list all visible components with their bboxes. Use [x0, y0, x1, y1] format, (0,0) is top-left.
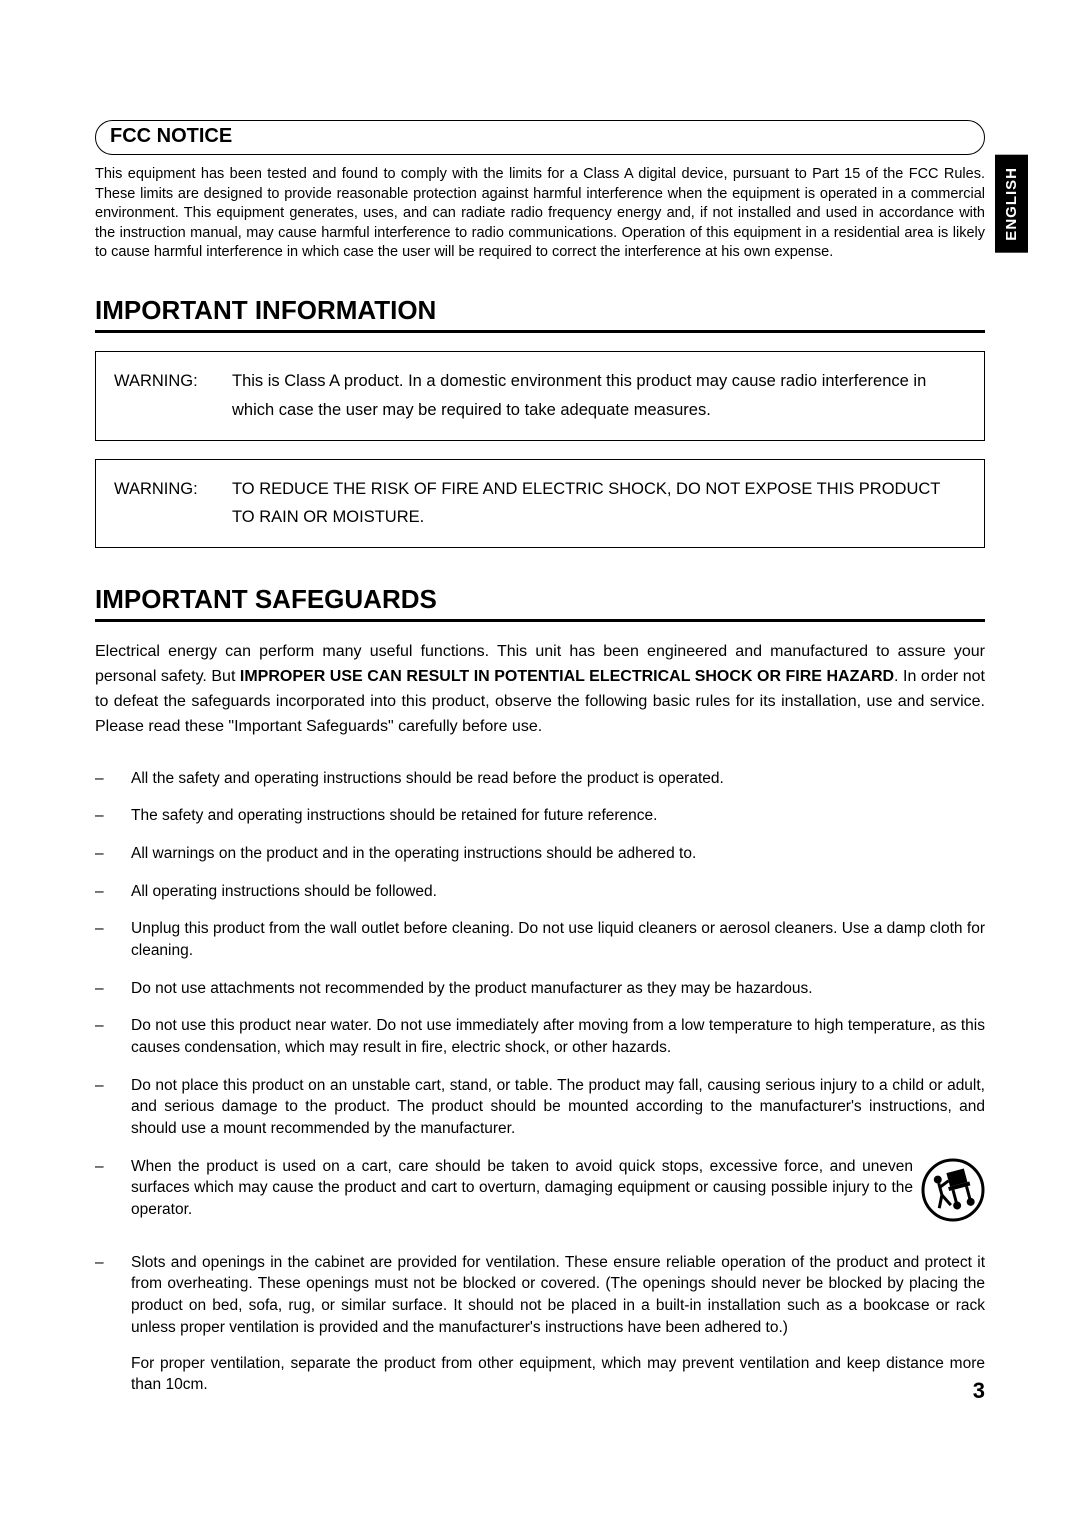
list-item: – Do not use this product near water. Do… [95, 1015, 985, 1058]
dash-icon: – [95, 1252, 131, 1339]
list-item: – All operating instructions should be f… [95, 881, 985, 903]
dash-icon: – [95, 1156, 131, 1222]
warning-text: This is Class A product. In a domestic e… [232, 367, 966, 425]
dash-icon: – [95, 1075, 131, 1140]
warning-row: WARNING: TO REDUCE THE RISK OF FIRE AND … [114, 475, 966, 533]
fcc-heading-box: FCC NOTICE [95, 120, 985, 155]
page-container: ENGLISH FCC NOTICE This equipment has be… [0, 0, 1080, 1436]
list-item: – All warnings on the product and in the… [95, 843, 985, 865]
fcc-heading: FCC NOTICE [110, 125, 970, 148]
item-text: Do not use attachments not recommended b… [131, 978, 985, 1000]
list-item: – The safety and operating instructions … [95, 805, 985, 827]
list-item: – [95, 1156, 985, 1222]
dash-icon: – [95, 768, 131, 790]
item-text: Slots and openings in the cabinet are pr… [131, 1252, 985, 1339]
item-followup: For proper ventilation, separate the pro… [131, 1353, 985, 1396]
safeguard-list: – All the safety and operating instructi… [95, 768, 985, 1339]
tipping-cart-icon [921, 1158, 985, 1222]
list-item: – Do not place this product on an unstab… [95, 1075, 985, 1140]
dash-icon: – [95, 881, 131, 903]
item-text: All warnings on the product and in the o… [131, 843, 985, 865]
dash-icon: – [95, 805, 131, 827]
item-text: When the product is used on a cart, care… [131, 1156, 985, 1222]
list-item: – Slots and openings in the cabinet are … [95, 1252, 985, 1339]
item-text: Unplug this product from the wall outlet… [131, 918, 985, 961]
page-number: 3 [973, 1378, 985, 1404]
item-text: All the safety and operating instruction… [131, 768, 985, 790]
fcc-body-text: This equipment has been tested and found… [95, 165, 985, 263]
item-text: Do not use this product near water. Do n… [131, 1015, 985, 1058]
list-item: – Do not use attachments not recommended… [95, 978, 985, 1000]
item-text: The safety and operating instructions sh… [131, 805, 985, 827]
section-rule [95, 619, 985, 622]
dash-icon: – [95, 1015, 131, 1058]
dash-icon: – [95, 843, 131, 865]
item-text: Do not place this product on an unstable… [131, 1075, 985, 1140]
important-information-title: IMPORTANT INFORMATION [95, 295, 985, 326]
section-rule [95, 330, 985, 333]
dash-icon: – [95, 918, 131, 961]
warning-label: WARNING: [114, 367, 232, 425]
list-item: – Unplug this product from the wall outl… [95, 918, 985, 961]
warning-row: WARNING: This is Class A product. In a d… [114, 367, 966, 425]
item-text: All operating instructions should be fol… [131, 881, 985, 903]
language-tab: ENGLISH [995, 155, 1028, 253]
warning-text: TO REDUCE THE RISK OF FIRE AND ELECTRIC … [232, 475, 966, 533]
safeguards-intro: Electrical energy can perform many usefu… [95, 640, 985, 739]
list-item: – All the safety and operating instructi… [95, 768, 985, 790]
warning-box-2: WARNING: TO REDUCE THE RISK OF FIRE AND … [95, 459, 985, 549]
main-content: IMPORTANT INFORMATION WARNING: This is C… [95, 295, 985, 1396]
warning-box-1: WARNING: This is Class A product. In a d… [95, 351, 985, 441]
important-safeguards-title: IMPORTANT SAFEGUARDS [95, 584, 985, 615]
dash-icon: – [95, 978, 131, 1000]
warning-label: WARNING: [114, 475, 232, 533]
item-text-inner: When the product is used on a cart, care… [131, 1158, 913, 1218]
intro-bold: IMPROPER USE CAN RESULT IN POTENTIAL ELE… [240, 668, 894, 685]
